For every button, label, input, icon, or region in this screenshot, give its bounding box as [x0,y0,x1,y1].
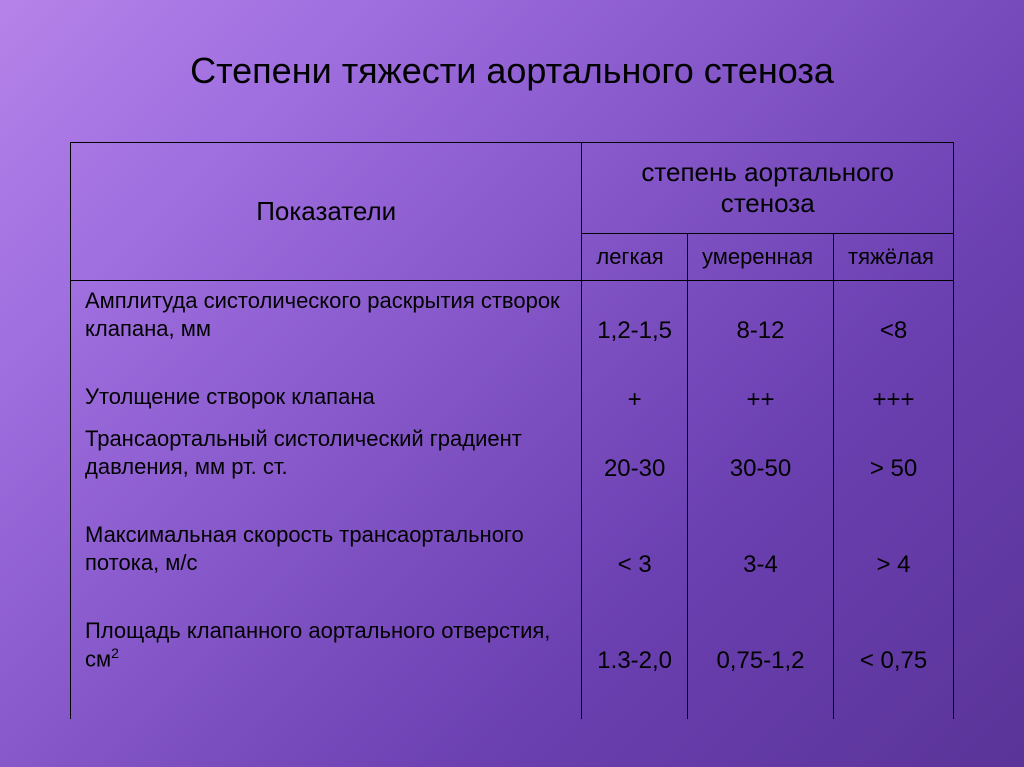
indicator-label: Максимальная скорость трансаортального п… [85,521,567,609]
indicator-label: Площадь клапанного аортального отверстия… [85,617,567,705]
severity-severe: тяжёлая [834,234,954,281]
values-mild: 1,2-1,5 +20-30 < 3 1.3-2,0 [582,281,688,720]
indicator-header: Показатели [71,143,582,281]
group-header: степень аортального стеноза [582,143,954,234]
indicator-label: Амплитуда систолического раскрытия створ… [85,287,567,375]
indicators-cell: Амплитуда систолического раскрытия створ… [71,281,582,720]
value-cell: 20-30 [596,425,673,513]
value-cell: > 4 [848,521,939,609]
value-cell: < 3 [596,521,673,609]
indicator-label: Трансаортальный систолический градиент д… [85,425,567,513]
value-cell: > 50 [848,425,939,513]
value-cell: 0,75-1,2 [702,617,819,705]
page-title: Степени тяжести аортального стеноза [70,50,954,92]
values-moderate: 8-12 ++ 30-503-40,75-1,2 [687,281,833,720]
table-header-row: Показатели степень аортального стеноза [71,143,954,234]
value-cell: <8 [848,287,939,375]
severity-mild: легкая [582,234,688,281]
value-cell: + [596,383,673,417]
table-body-row: Амплитуда систолического раскрытия створ… [71,281,954,720]
slide: Степени тяжести аортального стеноза Пока… [0,0,1024,749]
value-cell: 30-50 [702,425,819,513]
values-severe: <8 +++ > 50> 4< 0,75 [834,281,954,720]
severity-table: Показатели степень аортального стеноза л… [70,142,954,719]
value-cell: +++ [848,383,939,417]
value-cell: 1.3-2,0 [596,617,673,705]
value-cell: ++ [702,383,819,417]
value-cell: 8-12 [702,287,819,375]
indicator-label: Утолщение створок клапана [85,383,567,417]
value-cell: 1,2-1,5 [596,287,673,375]
value-cell: 3-4 [702,521,819,609]
severity-moderate: умеренная [687,234,833,281]
value-cell: < 0,75 [848,617,939,705]
